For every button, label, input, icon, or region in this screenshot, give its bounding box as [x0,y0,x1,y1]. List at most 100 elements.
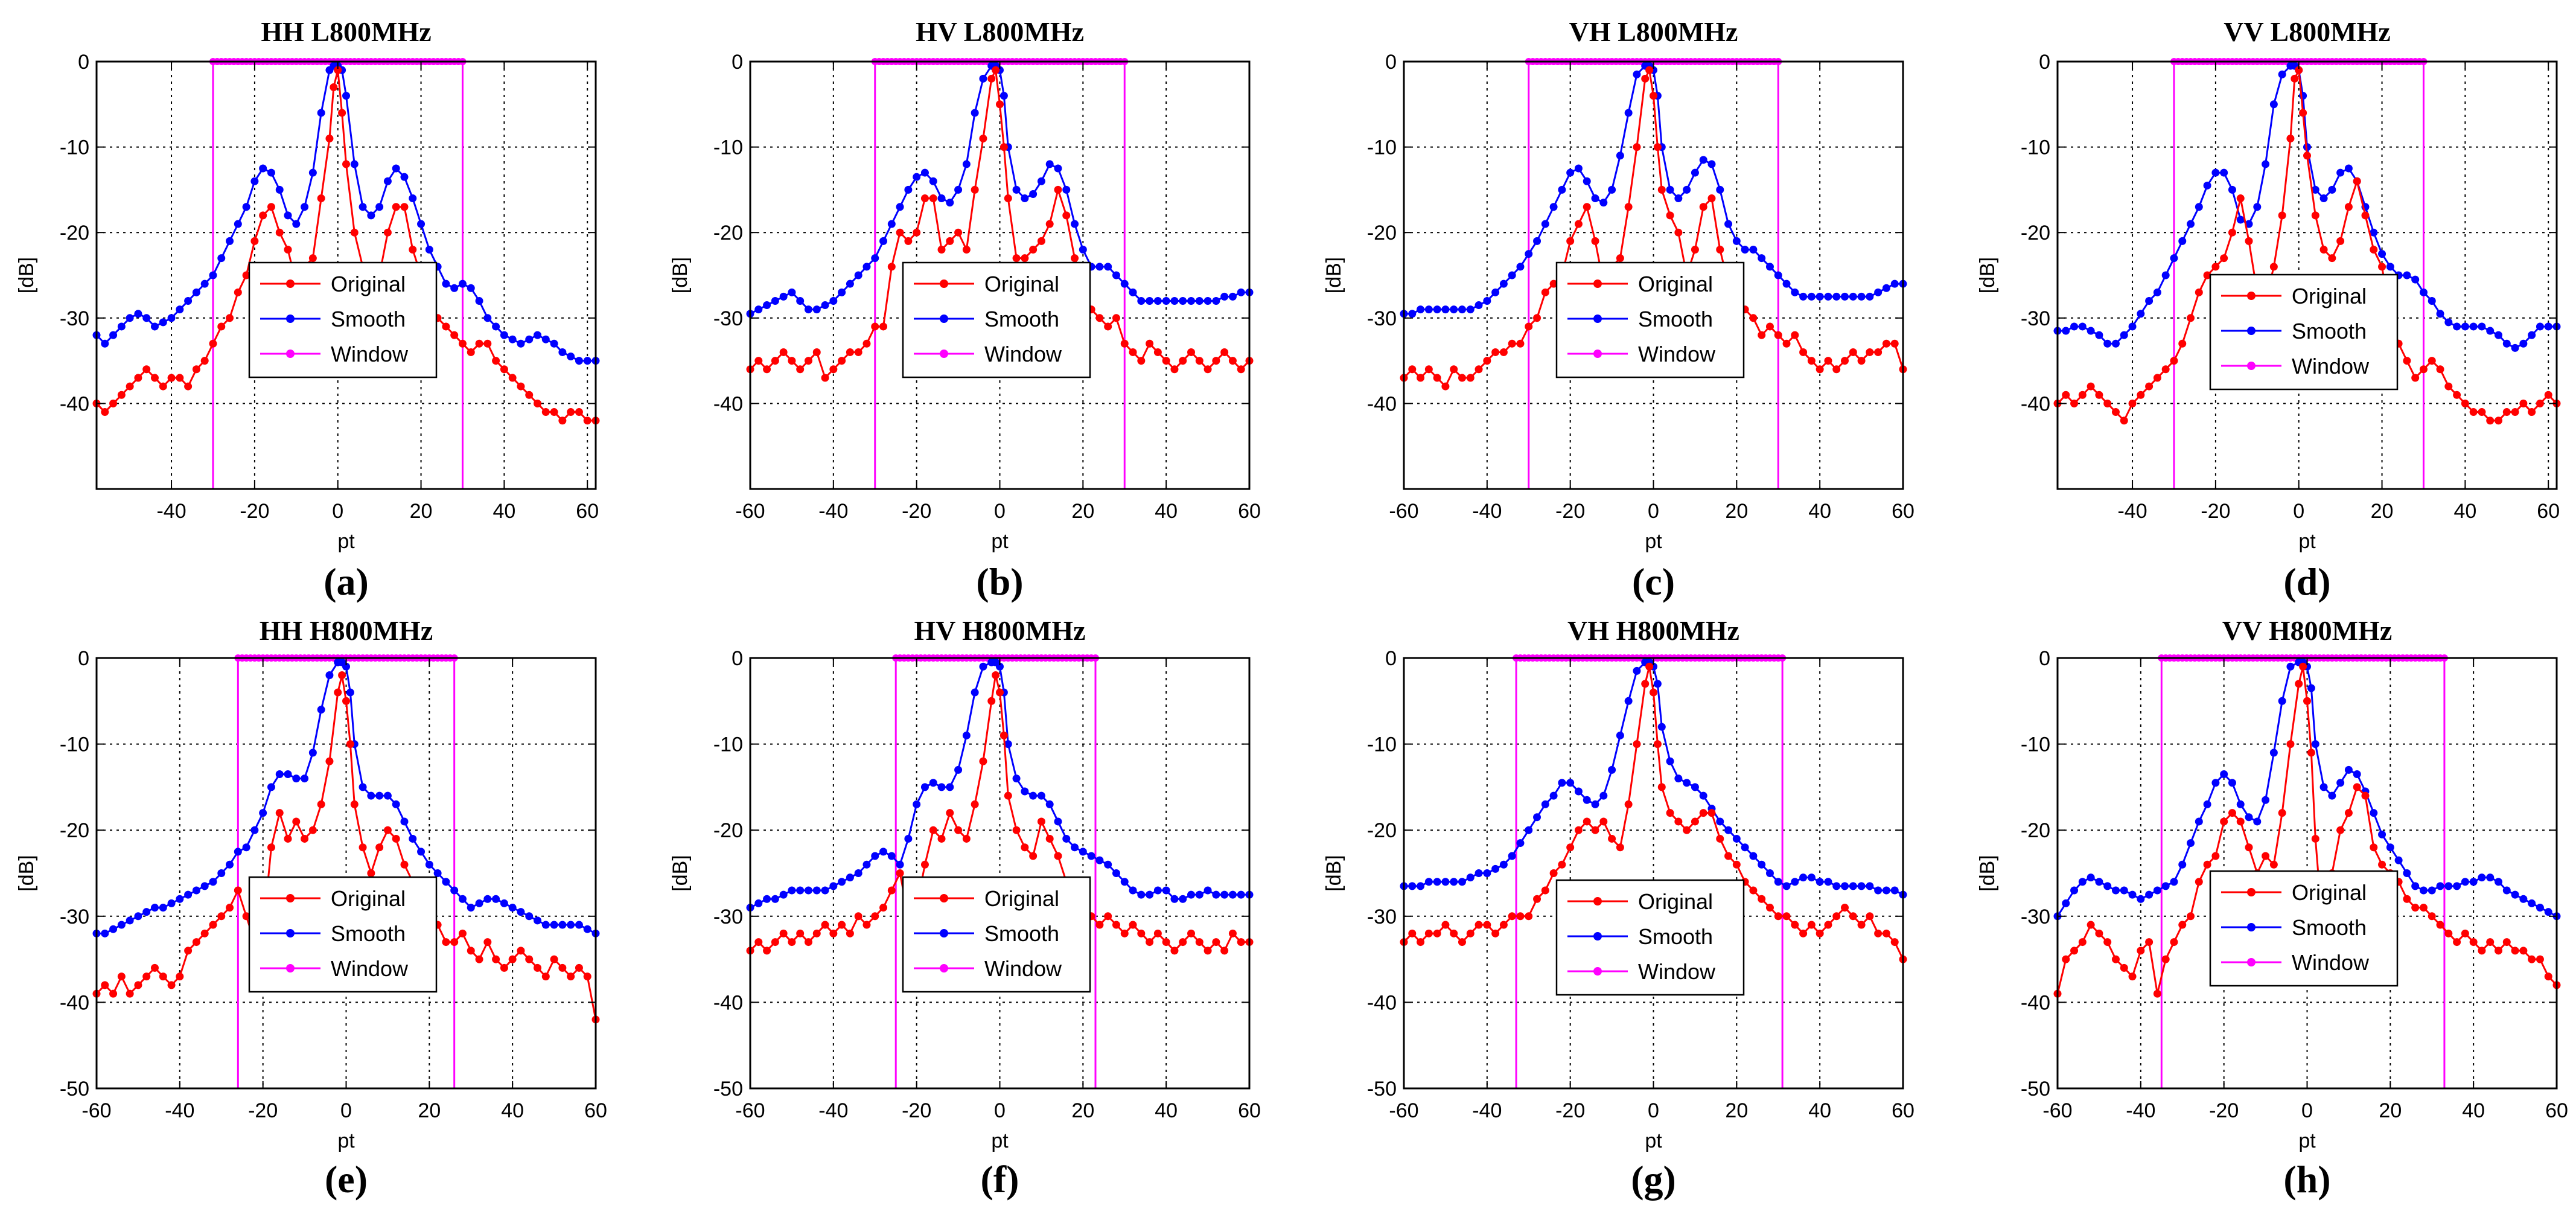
original-point [2511,408,2519,417]
x-tick-label: -60 [735,1099,765,1122]
smooth-point [2386,843,2394,852]
smooth-point [954,185,963,194]
smooth-point [1187,296,1196,305]
smooth-point [308,168,317,177]
original-point [821,374,829,382]
legend: Original Smooth Window [248,876,438,993]
y-tick-label: -20 [2021,819,2050,842]
smooth-point [1525,250,1533,258]
original-point [467,947,475,955]
y-tick-label: -30 [713,307,743,330]
original-point [1458,938,1466,947]
original-point [987,74,996,83]
smooth-point [450,284,459,292]
smooth-point [1499,860,1508,869]
legend-label-original: Original [1638,889,1713,914]
smooth-point [1857,292,1866,301]
smooth-point [2137,895,2145,903]
original-point [1450,365,1458,374]
smooth-point [1466,873,1475,882]
smooth-point [2062,899,2070,907]
smooth-point [417,848,426,856]
y-tick-label: -40 [60,991,89,1014]
smooth-point [1890,279,1899,288]
y-tick-label: -30 [713,905,743,928]
smooth-point [2161,882,2170,890]
legend-label-window: Window [331,342,409,366]
original-point [2269,263,2278,271]
original-point [583,417,591,425]
original-point [392,834,400,843]
panel-caption: (d) [2283,560,2330,603]
original-point [788,357,796,365]
smooth-point [2444,318,2453,327]
smooth-point [359,203,367,211]
smooth-point [1616,152,1624,160]
smooth-point [1104,860,1112,869]
original-point [1408,365,1417,374]
smooth-point [583,357,591,365]
y-axis-label: [dB] [669,257,692,293]
legend-marker-window [1593,350,1602,358]
original-point [442,938,450,947]
smooth-point [342,92,350,100]
legend-label-window: Window [2292,950,2370,975]
original-point [1633,143,1641,152]
original-point [2153,374,2161,382]
original-point [1799,929,1808,937]
legend-marker-smooth [940,929,948,937]
smooth-point [1220,292,1229,301]
original-point [1408,929,1417,937]
smooth-point [483,314,492,322]
panel-caption: (b) [976,560,1023,603]
original-point [1212,357,1220,365]
x-tick-label: -40 [818,1099,848,1122]
original-point [2419,365,2428,374]
original-point [1824,921,1832,929]
smooth-point [1583,796,1591,804]
original-point [1857,921,1866,929]
original-point [1029,852,1038,860]
legend-label-original: Original [984,272,1059,296]
y-tick-label: 0 [78,51,89,74]
original-point [2303,697,2311,705]
smooth-point [1029,190,1038,198]
original-point [317,194,325,203]
y-tick-label: -30 [2021,307,2050,330]
original-point [1782,339,1791,348]
smooth-point [525,912,534,921]
smooth-point [475,296,483,305]
smooth-point [2328,791,2336,800]
original-point [150,374,159,382]
original-point [1170,365,1179,374]
original-point [192,365,200,374]
legend-label-smooth: Smooth [1638,924,1713,949]
original-point [2461,399,2469,407]
smooth-point [2378,830,2386,838]
original-point [1890,339,1899,348]
original-point [575,963,583,972]
y-tick-label: -10 [713,136,743,159]
smooth-point [2269,100,2278,109]
original-point [1004,194,1012,203]
original-point [971,800,979,808]
smooth-point [1866,882,1874,890]
panel-caption: (e) [325,1158,368,1201]
smooth-point [2137,310,2145,318]
x-tick-label: 60 [2545,1099,2568,1122]
original-point [1645,662,1654,671]
legend-marker-original [1593,897,1602,905]
smooth-point [1749,852,1758,860]
smooth-point [1483,296,1491,305]
smooth-point [1054,817,1062,826]
smooth-point [1624,109,1633,117]
original-point [575,408,583,417]
original-point [763,947,771,955]
y-tick-label: -40 [1367,991,1397,1014]
original-point [2453,391,2461,399]
smooth-point [763,895,771,903]
smooth-point [409,834,417,843]
original-point [2502,938,2511,947]
y-axis-label: [dB] [1976,257,1999,293]
original-point [2095,929,2103,937]
